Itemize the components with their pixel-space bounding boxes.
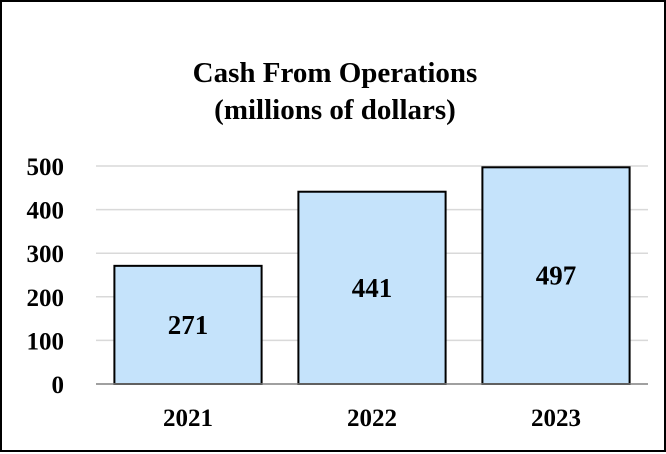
bar [113, 264, 263, 385]
x-tick-label: 2021 [163, 405, 213, 432]
labels: 0 100 200 300 400 500 271 2021 441 2022 497 2023 [27, 154, 582, 432]
y-tick-label: 0 [52, 372, 65, 399]
x-tick-label: 2023 [531, 405, 581, 432]
bars [113, 166, 631, 385]
bar-value-label: 271 [168, 310, 209, 340]
bar-value-label: 441 [352, 273, 393, 303]
y-tick-label: 400 [27, 198, 65, 225]
y-tick-label: 200 [27, 285, 65, 312]
bar [481, 166, 631, 385]
bar-value-label: 497 [536, 261, 577, 291]
y-tick-label: 100 [27, 328, 65, 355]
x-tick-label: 2022 [347, 405, 397, 432]
y-tick-label: 500 [27, 154, 65, 181]
chart-subtitle: (millions of dollars) [214, 94, 456, 126]
chart-title: Cash From Operations [193, 57, 478, 89]
y-tick-label: 300 [27, 241, 65, 268]
